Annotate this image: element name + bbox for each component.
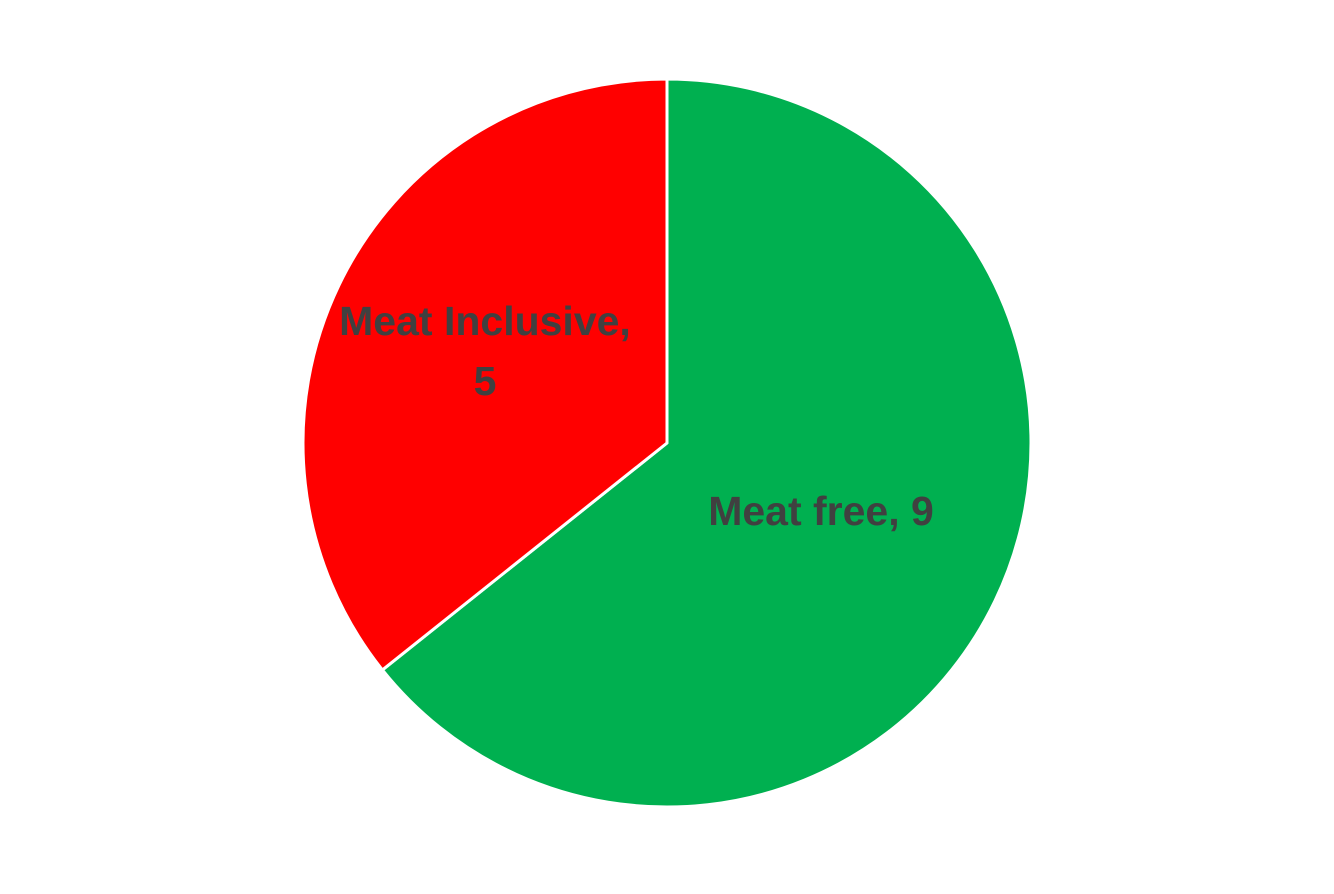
data-label-meat-inclusive: Meat Inclusive, 5 xyxy=(339,298,631,404)
data-label-meat-free: Meat free, 9 xyxy=(708,488,934,534)
pie-slice-meat-free xyxy=(380,77,1033,809)
pie-slice-meat-inclusive xyxy=(301,77,669,672)
